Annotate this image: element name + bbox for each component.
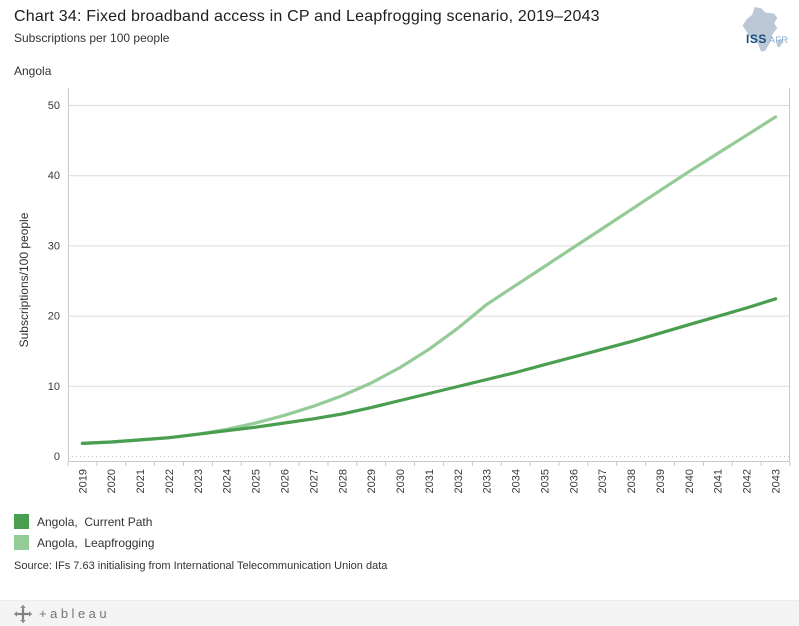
x-tick-label: 2019 <box>77 469 89 493</box>
series-line-angola-current-path[interactable] <box>80 297 778 445</box>
chart-title: Chart 34: Fixed broadband access in CP a… <box>14 8 600 25</box>
x-tick-label: 2027 <box>308 469 320 493</box>
x-tick-label: 2026 <box>279 469 291 493</box>
y-tick-label: 40 <box>48 170 60 182</box>
tableau-footer-bar: +ableau <box>0 600 799 626</box>
x-tick-label: 2029 <box>366 469 378 493</box>
legend-item-current-path[interactable]: Angola, Current Path <box>14 514 154 529</box>
x-tick-label: 2037 <box>597 469 609 493</box>
x-tick-label: 2031 <box>424 469 436 493</box>
x-tick-label: 2025 <box>251 469 263 493</box>
y-tick-label: 20 <box>48 311 60 323</box>
legend-swatch-leapfrogging <box>14 535 29 550</box>
iss-logo-primary: ISS <box>746 32 767 46</box>
x-tick-label: 2030 <box>395 469 407 493</box>
x-tick-label: 2021 <box>135 469 147 493</box>
x-tick-label: 2033 <box>482 469 494 493</box>
x-tick-label: 2042 <box>742 469 754 493</box>
x-tick-label: 2038 <box>626 469 638 493</box>
x-tick-label: 2028 <box>337 469 349 493</box>
iss-logo-text: ISS AFR <box>746 30 788 48</box>
source-note: Source: IFs 7.63 initialising from Inter… <box>14 560 388 572</box>
y-tick-label: 10 <box>48 381 60 393</box>
x-tick-label: 2041 <box>713 469 725 493</box>
africa-map-icon <box>742 7 783 52</box>
legend-item-leapfrogging[interactable]: Angola, Leapfrogging <box>14 535 154 550</box>
x-tick-label: 2032 <box>453 469 465 493</box>
chart-subtitle: Subscriptions per 100 people <box>14 31 170 45</box>
x-tick-label: 2020 <box>106 469 118 493</box>
x-tick-label: 2034 <box>510 469 522 493</box>
x-tick-label: 2040 <box>684 469 696 493</box>
tableau-logo[interactable]: +ableau <box>14 604 111 623</box>
x-tick-label: 2023 <box>193 469 205 493</box>
tableau-wordmark: +ableau <box>39 606 111 621</box>
x-tick-label: 2043 <box>770 469 782 493</box>
iss-logo-secondary: AFR <box>768 35 789 45</box>
legend: Angola, Current Path Angola, Leapfroggin… <box>14 514 154 556</box>
y-tick-label: 30 <box>48 240 60 252</box>
region-label: Angola <box>14 64 52 78</box>
x-tick-label: 2036 <box>568 469 580 493</box>
legend-label-current-path: Angola, Current Path <box>37 514 153 529</box>
x-tick-label: 2035 <box>539 469 551 493</box>
x-tick-label: 2024 <box>222 469 234 493</box>
x-tick-label: 2039 <box>655 469 667 493</box>
x-tick-label: 2022 <box>164 469 176 493</box>
legend-swatch-current-path <box>14 514 29 529</box>
y-tick-label: 0 <box>54 451 60 463</box>
iss-africa-logo: ISS AFR <box>737 6 797 56</box>
legend-label-leapfrogging: Angola, Leapfrogging <box>37 535 155 550</box>
y-tick-label: 50 <box>48 100 60 112</box>
tableau-mark-icon <box>14 604 32 623</box>
